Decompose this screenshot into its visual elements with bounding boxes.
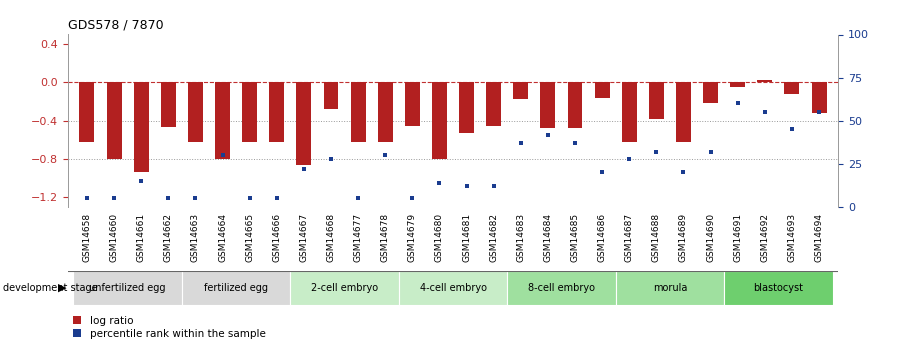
Bar [242,82,257,142]
Bar [405,82,419,127]
Text: 8-cell embryo: 8-cell embryo [528,283,595,293]
Bar [541,82,555,128]
Text: fertilized egg: fertilized egg [204,283,268,293]
Bar [134,82,149,171]
Bar [514,82,528,99]
Bar [507,271,616,305]
Bar [812,82,826,113]
Text: 2-cell embryo: 2-cell embryo [311,283,378,293]
Bar [296,82,312,165]
Bar [567,82,583,128]
Bar [107,82,121,159]
Bar [399,271,507,305]
Bar [459,82,474,133]
Bar [703,82,718,104]
Bar [351,82,365,142]
Bar [730,82,745,87]
Bar [188,82,203,142]
Bar [616,271,724,305]
Bar [215,82,230,159]
Bar [378,82,392,142]
Bar [323,82,339,109]
Text: morula: morula [652,283,687,293]
Text: 4-cell embryo: 4-cell embryo [419,283,487,293]
Bar [724,271,833,305]
Legend: log ratio, percentile rank within the sample: log ratio, percentile rank within the sa… [73,316,265,339]
Bar [622,82,637,142]
Bar [269,82,284,142]
Bar [785,82,799,94]
Bar [676,82,691,142]
Bar [487,82,501,127]
Bar [182,271,290,305]
Text: unfertilized egg: unfertilized egg [90,283,166,293]
Text: ▶: ▶ [58,283,67,293]
Bar [594,82,610,98]
Bar [73,271,182,305]
Bar [757,80,772,82]
Text: development stage: development stage [3,283,97,293]
Bar [432,82,447,159]
Text: blastocyst: blastocyst [754,283,804,293]
Bar [80,82,94,142]
Bar [649,82,664,119]
Text: GDS578 / 7870: GDS578 / 7870 [68,19,164,32]
Bar [290,271,399,305]
Bar [161,82,176,127]
